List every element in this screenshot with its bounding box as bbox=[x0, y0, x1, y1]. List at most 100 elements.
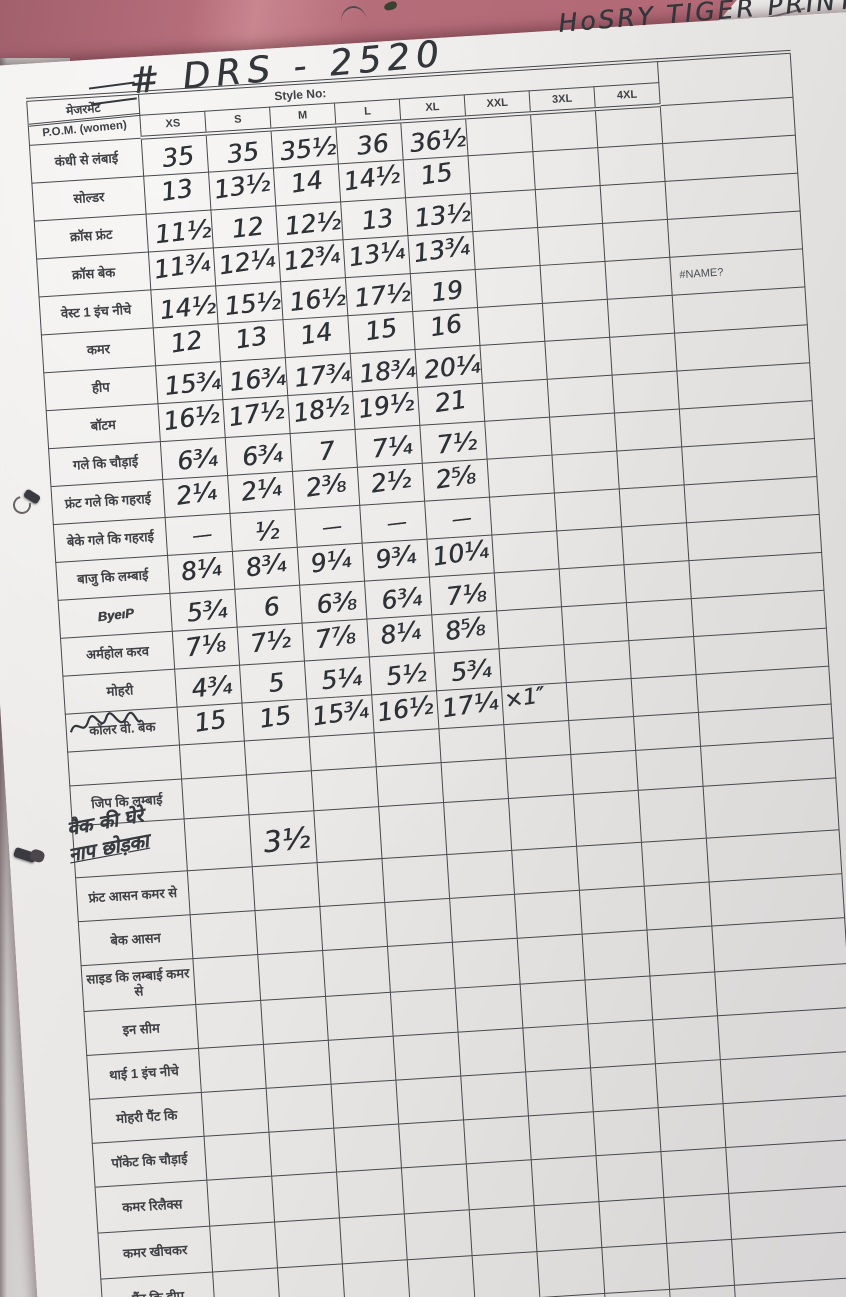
value-cell bbox=[331, 1079, 399, 1128]
value-cell bbox=[309, 732, 377, 771]
measurement-label: इन सीम bbox=[83, 1004, 199, 1055]
value-cell: 13½ bbox=[208, 168, 276, 210]
handwritten-value: 12 bbox=[168, 325, 205, 359]
value-cell: 13¼ bbox=[343, 235, 411, 278]
value-cell: 16 bbox=[412, 306, 480, 349]
value-cell: 17¾ bbox=[285, 353, 353, 396]
value-cell: 9¾ bbox=[362, 538, 430, 581]
value-cell bbox=[455, 983, 523, 1032]
value-cell bbox=[325, 991, 394, 1040]
value-cell bbox=[554, 488, 622, 531]
value-cell bbox=[649, 971, 718, 1020]
handwritten-value: 35 bbox=[160, 140, 196, 173]
handwritten-value: 18¾ bbox=[357, 353, 417, 389]
margin-cell bbox=[720, 1050, 846, 1104]
value-cell bbox=[393, 1031, 461, 1080]
value-cell: 5¼ bbox=[304, 656, 372, 699]
value-cell bbox=[484, 416, 552, 459]
value-cell bbox=[317, 858, 385, 907]
value-cell: 7¼ bbox=[354, 424, 423, 467]
value-cell: 12¼ bbox=[213, 243, 281, 286]
value-cell: 9¼ bbox=[297, 542, 365, 585]
measurement-label: पॉकेट कि चौड़ाई bbox=[92, 1135, 207, 1187]
handwritten-value: ½ bbox=[253, 515, 281, 547]
value-cell bbox=[530, 109, 598, 152]
handwritten-value: 35½ bbox=[278, 130, 338, 167]
value-cell bbox=[663, 1192, 732, 1243]
measurement-label: कमर खीचकर bbox=[97, 1225, 213, 1279]
value-cell bbox=[463, 1115, 532, 1164]
handwritten-value: — bbox=[450, 505, 473, 532]
value-cell bbox=[407, 1255, 475, 1297]
handwritten-value: 12 bbox=[230, 211, 266, 244]
handwritten-value: 7 bbox=[317, 435, 337, 467]
handwritten-value: 16½ bbox=[287, 281, 347, 317]
value-cell: 13 bbox=[340, 197, 408, 240]
value-cell bbox=[472, 227, 541, 270]
handwritten-value: 17¼ bbox=[439, 686, 500, 724]
value-cell bbox=[190, 910, 258, 959]
value-cell: 10¼ bbox=[426, 535, 495, 577]
handwritten-value: 2¼ bbox=[238, 472, 283, 507]
handwritten-value: 7⅛ bbox=[183, 627, 228, 663]
handwritten-value: 17¾ bbox=[292, 357, 352, 393]
value-cell bbox=[549, 412, 617, 455]
value-cell: 15 bbox=[177, 702, 245, 745]
value-cell bbox=[438, 724, 506, 763]
value-cell bbox=[277, 1263, 346, 1297]
handwritten-value: 13¼ bbox=[346, 235, 407, 273]
value-cell: 36 bbox=[335, 121, 404, 164]
value-cell bbox=[441, 758, 509, 803]
name-error-cell: #NAME? bbox=[679, 266, 724, 282]
value-cell bbox=[378, 802, 447, 859]
handwritten-value: 9¾ bbox=[373, 539, 418, 575]
value-cell bbox=[452, 937, 521, 988]
value-cell bbox=[271, 1171, 340, 1222]
value-cell bbox=[470, 189, 538, 232]
handwritten-value: 6 bbox=[261, 591, 282, 623]
handwritten-value: 6¾ bbox=[240, 438, 284, 472]
value-cell bbox=[342, 1259, 411, 1297]
value-cell bbox=[467, 151, 536, 194]
value-cell bbox=[547, 374, 615, 417]
handwritten-value: 13 bbox=[233, 321, 270, 355]
value-cell bbox=[187, 866, 255, 915]
value-cell bbox=[652, 1015, 721, 1064]
pen-scribble bbox=[69, 711, 143, 733]
value-cell bbox=[628, 636, 697, 679]
measurement-label: वैक की घेरे नाप छोड़का bbox=[65, 804, 188, 878]
value-cell bbox=[641, 837, 710, 886]
value-cell: 14 bbox=[282, 315, 351, 358]
value-cell bbox=[482, 378, 550, 421]
value-cell bbox=[466, 1159, 535, 1210]
handwritten-value: 16½ bbox=[161, 399, 222, 437]
value-cell bbox=[619, 484, 687, 527]
value-cell: 12 bbox=[153, 323, 221, 366]
handwritten-value: 21 bbox=[432, 384, 469, 419]
value-cell bbox=[244, 736, 312, 775]
value-cell bbox=[206, 1175, 275, 1226]
handwritten-value: 7½ bbox=[248, 623, 293, 659]
value-cell bbox=[491, 530, 560, 573]
handwritten-value: 19½ bbox=[355, 386, 416, 424]
value-cell bbox=[635, 745, 704, 790]
value-cell bbox=[596, 1151, 664, 1202]
value-cell bbox=[597, 143, 665, 186]
value-cell bbox=[587, 1019, 656, 1068]
value-cell bbox=[551, 450, 620, 493]
value-cell bbox=[496, 606, 564, 649]
handwritten-value: 13½ bbox=[412, 197, 472, 233]
value-cell bbox=[522, 1023, 591, 1072]
value-cell: 2⅝ bbox=[422, 458, 490, 501]
margin-cell bbox=[725, 1138, 846, 1193]
handwritten-value: 12¾ bbox=[281, 239, 342, 277]
value-cell bbox=[260, 995, 329, 1044]
measurement-label: मोहरी पैंट कि bbox=[89, 1091, 205, 1143]
value-cell bbox=[563, 640, 632, 683]
value-cell bbox=[525, 1067, 594, 1116]
handwritten-value: 35 bbox=[225, 136, 261, 169]
value-cell bbox=[263, 1039, 332, 1088]
value-cell: 13 bbox=[143, 171, 211, 214]
value-cell bbox=[616, 446, 685, 489]
margin-cell bbox=[728, 1184, 846, 1239]
